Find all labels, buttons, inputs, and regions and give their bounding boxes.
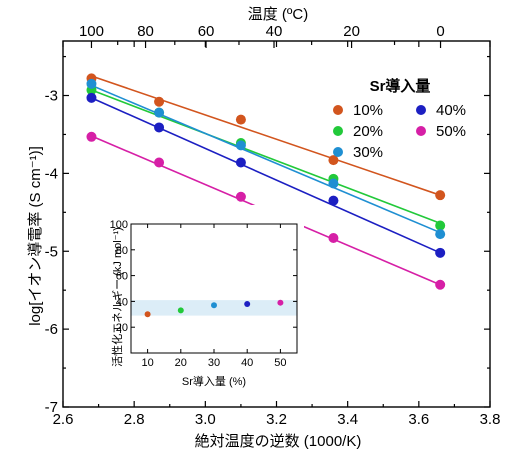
x-tick-label: 2.6 — [53, 411, 74, 428]
data-point-50pct — [86, 131, 97, 142]
inset-x-tick-label: 50 — [274, 357, 286, 369]
x-tick-label: 3.6 — [408, 411, 429, 428]
fit-line-20pct — [91, 89, 441, 224]
inset-x-tick-label: 20 — [175, 357, 187, 369]
inset-x-tick-label: 30 — [208, 357, 220, 369]
data-point-40pct — [328, 195, 339, 206]
data-point-10pct — [154, 96, 165, 107]
inset-data-point — [144, 311, 151, 318]
x-tick-label: 3.4 — [337, 411, 358, 428]
inset-y-axis-label: 活性化エネルギー (kJ mol⁻¹) — [110, 227, 124, 367]
y-tick-label: -4 — [45, 165, 58, 182]
y-tick-label: -7 — [45, 399, 58, 416]
data-point-30pct — [86, 78, 97, 89]
legend-label-50pct: 50% — [436, 123, 466, 140]
data-point-40pct — [154, 122, 165, 133]
x2-tick-label: 100 — [79, 23, 104, 40]
legend-label-40pct: 40% — [436, 102, 466, 119]
inset-y-tick-label: 40 — [116, 296, 128, 308]
data-point-30pct — [154, 107, 165, 118]
inset-background — [112, 205, 304, 390]
legend-marker-40pct — [416, 105, 426, 115]
x-tick-label: 3.0 — [195, 411, 216, 428]
data-point-40pct — [86, 92, 97, 103]
y-axis-label: log[イオン導電率 (S cm⁻¹)] — [27, 146, 44, 326]
x2-tick-label: 60 — [198, 23, 215, 40]
y-tick-label: -3 — [45, 88, 58, 105]
data-point-40pct — [435, 247, 446, 258]
legend-marker-30pct — [333, 147, 343, 157]
inset-chart: 10 20 30 40 50 20 40 60 80 100 — [110, 205, 304, 390]
inset-y-tick-label: 100 — [110, 219, 128, 231]
inset-data-point — [177, 307, 184, 314]
data-point-40pct — [235, 157, 246, 168]
legend: 10% 20% 30% 40% 50% — [333, 102, 466, 161]
data-point-30pct — [235, 140, 246, 151]
x-tick-label: 2.8 — [124, 411, 145, 428]
x-tick-label: 3.2 — [266, 411, 287, 428]
legend-marker-50pct — [416, 126, 426, 136]
data-point-20pct — [435, 220, 446, 231]
y-tick-label: -5 — [45, 243, 58, 260]
data-point-10pct — [235, 114, 246, 125]
data-point-30pct — [435, 229, 446, 240]
inset-x-tick-label: 10 — [141, 357, 153, 369]
top-axis-label: 温度 (ºC) — [248, 6, 308, 23]
legend-marker-10pct — [333, 105, 343, 115]
y-tick-label: -6 — [45, 321, 58, 338]
inset-data-point — [277, 299, 284, 306]
data-point-50pct — [154, 157, 165, 168]
inset-data-point — [211, 302, 217, 309]
data-point-30pct — [328, 178, 339, 189]
x2-tick-label: 40 — [266, 23, 283, 40]
data-point-50pct — [235, 191, 246, 202]
legend-label-20pct: 20% — [353, 123, 383, 140]
data-point-50pct — [328, 233, 339, 244]
legend-title: Sr導入量 — [370, 77, 431, 95]
inset-x-tick-label: 40 — [241, 357, 253, 369]
fit-line-30pct — [91, 84, 441, 234]
legend-marker-20pct — [333, 126, 343, 136]
inset-data-point — [244, 300, 251, 307]
data-point-10pct — [328, 155, 339, 166]
data-point-50pct — [435, 279, 446, 290]
fit-line-10pct — [91, 75, 441, 196]
x-axis-label: 絶対温度の逆数 (1000/K) — [195, 433, 362, 450]
data-point-10pct — [435, 190, 446, 201]
x-tick-label: 3.8 — [480, 411, 501, 428]
inset-y-tick-label: 20 — [116, 322, 128, 334]
fit-line-40pct — [91, 97, 441, 254]
x2-tick-label: 80 — [137, 23, 154, 40]
inset-x-axis-label: Sr導入量 (%) — [182, 374, 246, 388]
legend-label-30pct: 30% — [353, 144, 383, 161]
x2-tick-label: 0 — [436, 23, 444, 40]
inset-y-tick-label: 80 — [116, 245, 128, 257]
legend-label-10pct: 10% — [353, 102, 383, 119]
x2-tick-label: 20 — [343, 23, 360, 40]
inset-y-tick-label: 60 — [116, 271, 128, 283]
